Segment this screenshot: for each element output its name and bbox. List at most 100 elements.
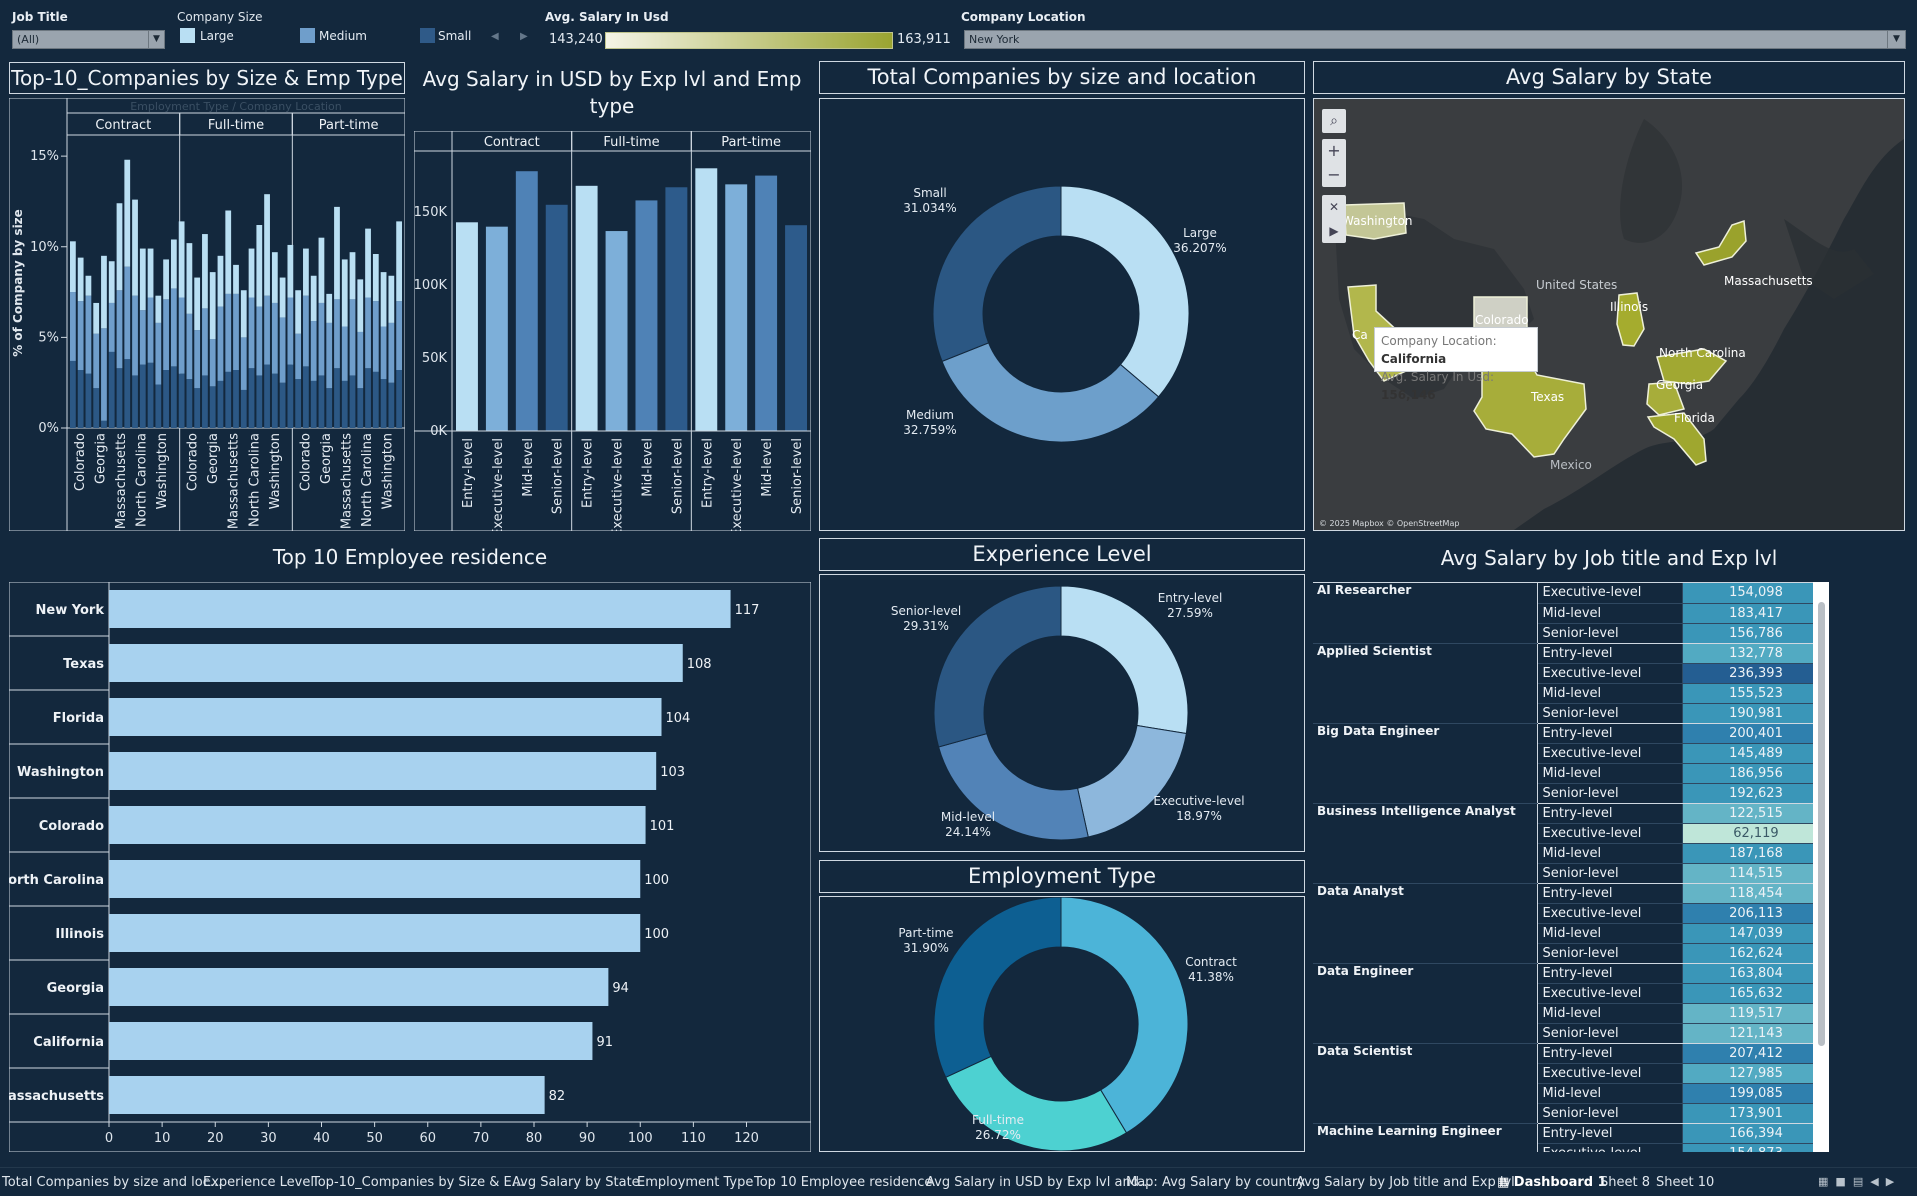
table-row[interactable]: AI Researcher Executive-level 154,098 [1313,583,1829,644]
chevron-down-icon[interactable]: ▼ [148,31,164,48]
sheet-view-icon[interactable]: ■ [1835,1175,1846,1188]
table-row[interactable]: Mid-level 183,417 [1313,603,1829,624]
table-row[interactable]: Senior-level 190,981 [1313,703,1829,724]
map-tooltip: Company Location: California Avg. Salary… [1374,327,1538,402]
legend-medium-swatch[interactable] [300,28,315,43]
exp-xtick-entry-level: Entry-level [461,438,476,508]
legend-small-swatch[interactable] [420,28,435,43]
total-companies-chart[interactable]: Large 36.207% Medium 32.759% Small 31.034% [819,98,1305,531]
table-row[interactable]: Executive-level 236,393 [1313,663,1829,684]
exp-xtick-mid-level: Mid-level [760,438,775,497]
top10-residence-chart[interactable]: New York 117 Texas 108 Florida 104 Washington 1… [0,581,812,1153]
exp-bar-full-time-senior-level [665,187,688,431]
exp-level-cell: Executive-level [1537,1143,1683,1152]
table-row[interactable]: Mid-level 119,517 [1313,1003,1829,1024]
tab-top-10-companies-by-size-e-[interactable]: Top-10_Companies by Size & E... [312,1175,525,1190]
table-row[interactable]: Executive-level 165,632 [1313,983,1829,1004]
tab-employment-type[interactable]: Employment Type [637,1175,754,1190]
legend-medium-label: Medium [319,29,367,43]
table-row[interactable]: Senior-level 162,624 [1313,943,1829,964]
tab-avg-salary-by-state[interactable]: Avg Salary by State [512,1175,640,1190]
legend-large-label: Large [200,29,234,43]
zoom-out-icon[interactable]: − [1327,165,1341,184]
experience-title-box: Experience Level [819,538,1305,571]
salary-cell: 186,956 [1682,763,1829,784]
top10-bar-segment [178,221,185,298]
table-row[interactable]: Mid-level 187,168 [1313,843,1829,864]
job-title-dropdown[interactable]: (All) ▼ [12,30,165,49]
table-row[interactable]: Data Engineer Entry-level 163,804 [1313,963,1829,1044]
table-row[interactable]: Senior-level 121,143 [1313,1023,1829,1044]
table-row[interactable]: Senior-level 156,786 [1313,623,1829,644]
res-xtick: 50 [366,1131,383,1146]
salary-max-value: 163,911 [897,32,951,47]
top10-bar-segment [357,388,364,428]
employment-chart[interactable]: Contract 41.38% Full-time 26.72% Part-time 31… [819,896,1305,1152]
tab-dashboard-1[interactable]: ▦ Dashboard 1 [1497,1175,1607,1190]
table-row[interactable]: Machine Learning Engineer Entry-level 166,… [1313,1123,1829,1152]
table-row[interactable]: Executive-level 127,985 [1313,1063,1829,1084]
tab-map-avg-salary-by-country[interactable]: Map: Avg Salary by country [1126,1175,1305,1190]
table-row[interactable]: Mid-level 155,523 [1313,683,1829,704]
table-row[interactable]: Executive-level 145,489 [1313,743,1829,764]
top10-bar-segment [233,264,239,294]
table-row[interactable]: Senior-level 114,515 [1313,863,1829,884]
avg-salary-state-map[interactable]: Washington United States Colorado Illino… [1313,98,1905,531]
map-select-controls[interactable]: ✕ ▶ [1322,195,1346,243]
chevron-down-icon[interactable]: ▼ [1887,31,1905,48]
legend-next-icon[interactable]: ▶ [520,31,528,42]
map-zoom-controls[interactable]: + − [1322,139,1346,187]
top10-companies-chart[interactable]: Employment Type / Company Location Contra… [8,97,406,532]
tab-avg-salary-by-job-title-and-exp-lvl[interactable]: Avg Salary by Job title and Exp lvl [1296,1175,1515,1190]
tab-total-companies-by-size-and-loc-[interactable]: Total Companies by size and loc... [2,1175,223,1190]
map-label-mexico: Mexico [1550,458,1592,472]
avg-salary-exp-chart[interactable]: Contract Entry-level Executive-level Mid-le… [413,130,812,537]
tab-avg-salary-in-usd-by-exp-lvl-and-[interactable]: Avg Salary in USD by Exp lvl and... [926,1175,1152,1190]
table-row[interactable]: Senior-level 192,623 [1313,783,1829,804]
list-view-icon[interactable]: ▤ [1852,1175,1864,1188]
top10-bar-segment [349,299,356,376]
top10-bar-segment [217,255,224,307]
legend-large-swatch[interactable] [180,28,195,43]
table-row[interactable]: Data Analyst Entry-level 118,454 [1313,883,1829,964]
tab-experience-level[interactable]: Experience Level [203,1175,314,1190]
exp-level-cell: Entry-level [1537,803,1683,824]
company-location-dropdown[interactable]: New York ▼ [964,30,1906,49]
jobs-table-container[interactable]: AI Researcher Executive-level 154,098 Mid-l… [1313,582,1829,1152]
table-row[interactable]: Executive-level 206,113 [1313,903,1829,924]
table-row[interactable]: Applied Scientist Entry-level 132,778 [1313,643,1829,724]
top10-bar-segment [85,295,92,374]
table-row[interactable]: Mid-level 147,039 [1313,923,1829,944]
top10-bar-segment [372,254,379,302]
jobs-scrollbar[interactable] [1813,582,1829,1152]
experience-chart[interactable]: Entry-level 27.59% Executive-level 18.97% Mi… [819,574,1305,852]
top10-ytick: 0% [38,421,59,436]
tab-prev-icon[interactable]: ◀ [1870,1175,1879,1188]
table-row[interactable]: Mid-level 199,085 [1313,1083,1829,1104]
jobs-scrollbar-thumb[interactable] [1818,602,1825,1046]
res-value-massachusetts: 82 [549,1089,566,1104]
res-bar-california [109,1022,593,1060]
tab-sheet-8[interactable]: Sheet 8 [1600,1175,1650,1190]
table-row[interactable]: Business Intelligence Analyst Entry-level… [1313,803,1829,884]
table-row[interactable]: Mid-level 186,956 [1313,763,1829,784]
map-search-icon[interactable]: ⌕ [1322,109,1346,133]
play-icon[interactable]: ▶ [1329,224,1339,238]
table-row[interactable]: Senior-level 173,901 [1313,1103,1829,1124]
top10-bar-segment [271,252,278,303]
exp-label-executive-level: Executive-level [1153,794,1244,808]
job-title-value: (All) [17,33,40,46]
tab-sheet-10[interactable]: Sheet 10 [1656,1175,1715,1190]
table-row[interactable]: Data Scientist Entry-level 207,412 [1313,1043,1829,1124]
table-row[interactable]: Executive-level 62,119 [1313,823,1829,844]
tab-next-icon[interactable]: ▶ [1885,1175,1895,1188]
tab-top-10-employee-residence[interactable]: Top 10 Employee residence [754,1175,933,1190]
zoom-in-icon[interactable]: + [1327,141,1341,160]
exp-slice-entry-level [1060,585,1189,735]
grid-view-icon[interactable]: ▦ [1818,1175,1829,1188]
pin-map-icon[interactable]: ✕ [1328,200,1340,214]
legend-prev-icon[interactable]: ◀ [491,31,499,42]
table-row[interactable]: Big Data Engineer Entry-level 200,401 [1313,723,1829,804]
